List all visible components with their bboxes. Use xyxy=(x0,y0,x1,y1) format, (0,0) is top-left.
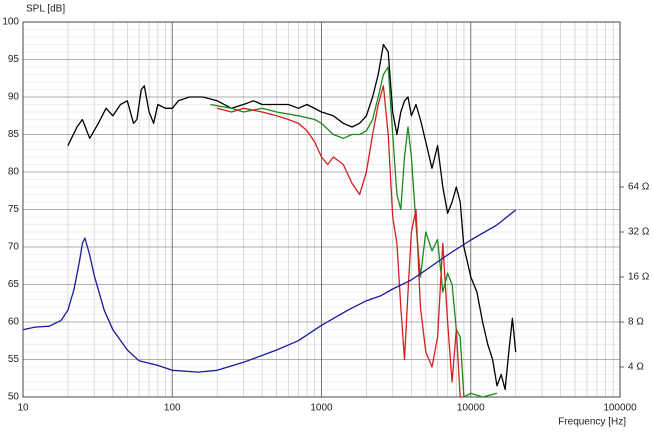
y2-tick-label: 8 Ω xyxy=(628,317,644,328)
y-tick-label: 65 xyxy=(8,279,20,290)
y-tick-label: 100 xyxy=(2,17,19,28)
x-tick-label: 1000 xyxy=(310,403,333,414)
series-line xyxy=(210,66,498,398)
series-line xyxy=(67,43,517,391)
y-tick-label: 90 xyxy=(8,92,20,103)
y2-tick-label: 16 Ω xyxy=(628,272,650,283)
plot-frame xyxy=(22,21,621,398)
x-tick-label: 10000 xyxy=(457,403,485,414)
y-tick-label: 80 xyxy=(8,167,20,178)
y-tick-label: 50 xyxy=(8,392,20,403)
y-tick-label: 60 xyxy=(8,317,20,328)
y-tick-label: 70 xyxy=(8,242,20,253)
series-line xyxy=(22,209,517,373)
y-tick-label: 95 xyxy=(8,54,20,65)
y-tick-label: 75 xyxy=(8,204,20,215)
y2-tick-label: 32 Ω xyxy=(628,227,650,238)
y2-tick-label: 4 Ω xyxy=(628,362,644,373)
y-tick-label: 55 xyxy=(8,354,20,365)
y-tick-label: 85 xyxy=(8,129,20,140)
y-axis-label: SPL [dB] xyxy=(26,4,65,15)
y2-tick-label: 64 Ω xyxy=(628,182,650,193)
x-axis-label: Frequency [Hz] xyxy=(558,417,626,428)
x-tick-label: 100 xyxy=(164,403,181,414)
x-tick-label: 100000 xyxy=(603,403,637,414)
x-tick-label: 10 xyxy=(17,403,29,414)
series-line xyxy=(217,85,464,398)
